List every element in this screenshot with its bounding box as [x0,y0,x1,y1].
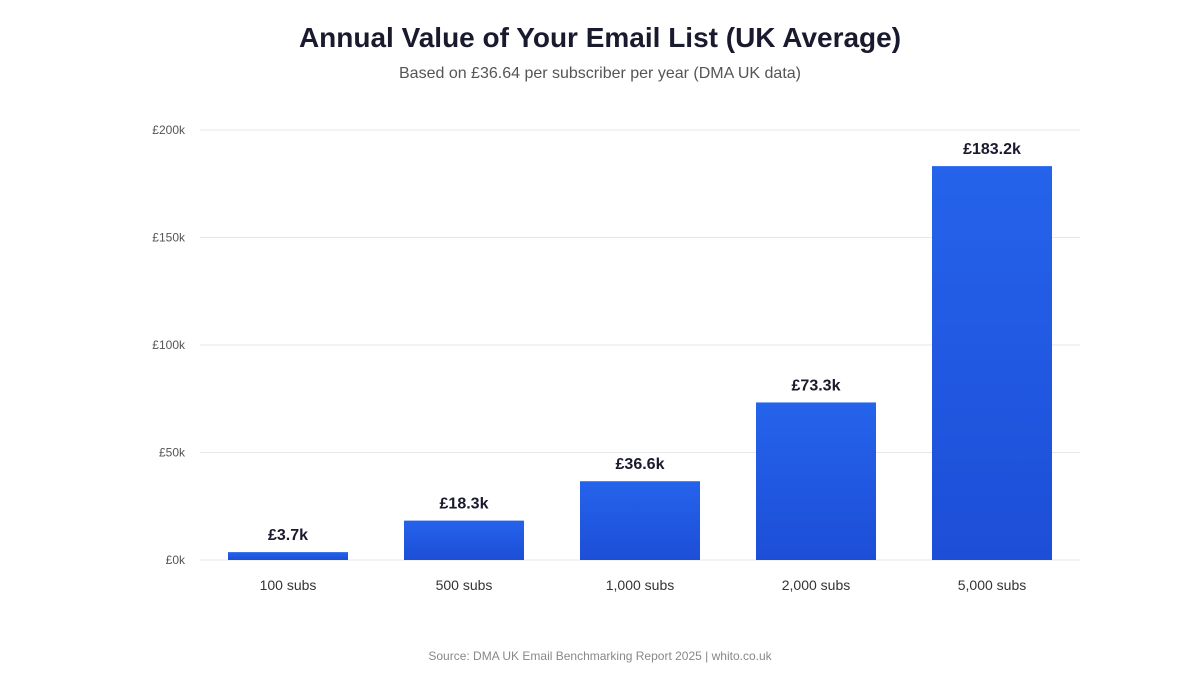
y-tick-label: £0k [166,553,186,567]
x-tick-label: 2,000 subs [782,577,851,593]
bar [580,481,700,560]
bar-value-label: £18.3k [440,496,489,513]
bar-value-label: £183.2k [963,141,1021,158]
bar-value-label: £3.7k [268,527,308,544]
y-tick-label: £150k [152,231,186,245]
bar [756,402,876,560]
x-axis-ticks: 100 subs 500 subs 1,000 subs 2,000 subs 5,00… [260,577,1027,593]
x-tick-label: 1,000 subs [606,577,675,593]
chart-title: Annual Value of Your Email List (UK Aver… [298,22,902,53]
y-tick-label: £200k [152,123,186,137]
source-note: Source: DMA UK Email Benchmarking Report… [428,649,772,663]
y-tick-label: £100k [152,338,186,352]
bar [228,552,348,560]
x-tick-label: 500 subs [436,577,493,593]
y-axis-ticks: £0k £50k £100k £150k £200k [152,123,186,567]
x-tick-label: 5,000 subs [958,577,1027,593]
bar [932,166,1052,560]
bar-value-label: £36.6k [616,456,665,473]
chart-subtitle: Based on £36.64 per subscriber per year … [399,65,801,82]
y-tick-label: £50k [159,446,186,460]
bar [404,520,524,560]
bars [228,166,1052,560]
bar-value-label: £73.3k [792,377,841,394]
value-labels: £3.7k £18.3k £36.6k £73.3k £183.2k [268,141,1021,544]
x-tick-label: 100 subs [260,577,317,593]
